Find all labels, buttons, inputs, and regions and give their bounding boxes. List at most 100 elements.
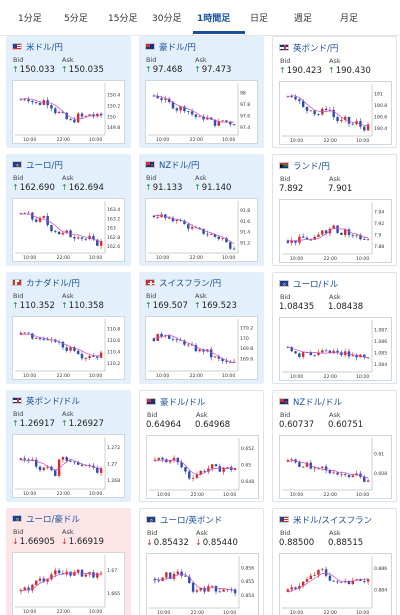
candle <box>190 227 194 229</box>
candle <box>366 124 370 131</box>
candlestick-chart: 0.856 0.855 0.854 10:00 22:00 10:00 <box>149 556 254 615</box>
x-tick-label: 10:00 <box>222 137 235 143</box>
candle <box>76 461 80 465</box>
candle <box>57 570 61 574</box>
candle <box>195 590 199 592</box>
candle <box>168 460 172 463</box>
currency-card[interactable]: ランド/円 Bid Ask 7.892 7.901 7.94 7.92 7.9 7.88 10:0… <box>272 154 397 266</box>
candle <box>187 224 190 229</box>
tab-7[interactable]: 月足 <box>340 14 359 24</box>
x-tick-label: 10:00 <box>356 610 369 615</box>
currency-card[interactable]: 英ポンド/ドル Bid Ask ↑1.26917 ↑1.26927 1.272 1.27 1.… <box>6 390 131 502</box>
y-tick-label: 0.61 <box>374 451 384 457</box>
bid-value: 190.423 <box>286 66 322 76</box>
bid-label: Bid <box>13 528 24 536</box>
candle <box>366 239 370 241</box>
candle <box>96 573 99 578</box>
currency-card[interactable]: 米ドル/円 Bid Ask ↑150.033 ↑150.035 150.4 150.2 150… <box>6 36 131 148</box>
bid-label: Bid <box>146 292 157 300</box>
x-tick-label: 10:00 <box>23 137 36 143</box>
currency-card[interactable]: 豪ドル/ドル Bid Ask 0.64964 0.64968 0.652 0.65 0.648… <box>139 390 264 502</box>
tab-4[interactable]: 1時間足 <box>197 14 231 24</box>
candle <box>27 212 30 214</box>
currency-card[interactable]: ユーロ/ドル Bid Ask 1.08435 1.08438 1.087 1.086 1.08… <box>272 272 397 384</box>
candle <box>54 470 57 476</box>
currency-card[interactable]: スイスフラン/円 Bid Ask ↑169.507 ↑169.523 170.2 170 16… <box>139 272 264 384</box>
candle <box>160 98 163 100</box>
candle <box>343 116 347 120</box>
candle <box>317 467 320 469</box>
ask-price: 0.60751 <box>328 420 363 430</box>
candle <box>65 571 68 575</box>
ask-value: 110.358 <box>68 301 104 311</box>
candle <box>165 572 168 578</box>
candle <box>175 220 179 222</box>
candle <box>65 112 68 120</box>
tab-0[interactable]: 1分足 <box>18 14 42 24</box>
candle <box>27 587 30 591</box>
candle <box>202 349 205 352</box>
candle <box>65 230 68 233</box>
x-tick-label: 10:00 <box>157 610 170 615</box>
candle <box>286 240 290 243</box>
currency-grid: 米ドル/円 Bid Ask ↑150.033 ↑150.035 150.4 150.2 150… <box>0 36 400 615</box>
candle <box>221 120 224 122</box>
candle <box>229 121 232 125</box>
candle <box>183 340 186 345</box>
arrow-down-icon: ↓ <box>61 537 68 546</box>
candlestick-chart: 150.4 150.2 150 149.8 10:00 22:00 10:00 <box>15 83 120 143</box>
candle <box>73 461 76 463</box>
currency-card[interactable]: 米ドル/スイスフラン Bid Ask 0.88500 0.88515 0.886 0.884… <box>272 508 397 615</box>
ask-label: Ask <box>62 528 74 536</box>
y-tick-label: 1.087 <box>374 327 387 333</box>
pair-name: 英ポンド/ドル <box>26 397 80 407</box>
currency-card[interactable]: ユーロ/豪ドル Bid Ask ↓1.66905 ↓1.66919 1.67 1.665 10… <box>6 508 131 615</box>
currency-card[interactable]: ユーロ/英ポンド Bid Ask ↓0.85432 ↓0.85440 0.856 0.855… <box>139 508 264 615</box>
candle <box>171 217 175 222</box>
candle <box>225 238 228 243</box>
candle <box>336 116 339 122</box>
tab-3[interactable]: 30分足 <box>152 14 182 24</box>
x-tick-label: 10:00 <box>157 492 170 498</box>
y-tick-label: 1.67 <box>107 568 117 574</box>
tab-6[interactable]: 週足 <box>294 14 313 24</box>
candle <box>61 341 65 348</box>
currency-card[interactable]: 豪ドル/円 Bid Ask ↑97.468 ↑97.473 98 97.8 97.6 97.4 1… <box>139 36 264 148</box>
candle <box>153 459 157 461</box>
candle <box>57 231 61 235</box>
y-tick-label: 149.8 <box>107 125 120 131</box>
tab-2[interactable]: 15分足 <box>108 14 138 24</box>
currency-card[interactable]: NZドル/円 Bid Ask ↑91.133 ↑91.140 91.8 91.6 91.4 91… <box>139 154 264 266</box>
y-tick-label: 1.086 <box>374 339 387 345</box>
candle <box>38 466 42 471</box>
bid-price: ↑150.033 <box>12 65 55 75</box>
candle <box>191 583 195 592</box>
bid-value: 169.507 <box>152 301 188 311</box>
candle <box>328 470 332 474</box>
y-tick-label: 163.4 <box>107 207 120 213</box>
candle <box>171 101 175 109</box>
candle <box>172 457 176 461</box>
candle <box>180 462 183 468</box>
currency-card[interactable]: ユーロ/円 Bid Ask ↑162.690 ↑162.694 163.4 163.2 163… <box>6 154 131 266</box>
y-tick-label: 97.8 <box>240 102 250 108</box>
currency-card[interactable]: NZドル/ドル Bid Ask 0.60737 0.60751 0.61 0.608 10:0… <box>272 390 397 502</box>
ask-label: Ask <box>329 57 341 65</box>
tab-5[interactable]: 日足 <box>250 14 269 24</box>
candle <box>42 339 46 340</box>
currency-card[interactable]: 英ポンド/円 Bid Ask ↑190.423 ↑190.430 191 190.8 190.… <box>272 36 397 148</box>
currency-card[interactable]: カナダドル/円 Bid Ask ↑110.352 ↑110.358 110.8 110.6 1… <box>6 272 131 384</box>
candle <box>198 227 201 229</box>
bid-label: Bid <box>147 411 158 419</box>
y-tick-label: 162.8 <box>107 235 120 241</box>
tab-1[interactable]: 5分足 <box>64 14 88 24</box>
candle <box>317 114 320 115</box>
price-chart: 0.61 0.608 10:00 22:00 10:00 <box>279 435 392 499</box>
flag-nz-icon <box>145 161 155 168</box>
candle <box>50 225 53 232</box>
candle <box>359 234 362 240</box>
candle <box>366 579 370 582</box>
x-tick-label: 22:00 <box>190 255 203 261</box>
bid-price: ↑169.507 <box>145 301 188 311</box>
candle <box>164 98 167 100</box>
